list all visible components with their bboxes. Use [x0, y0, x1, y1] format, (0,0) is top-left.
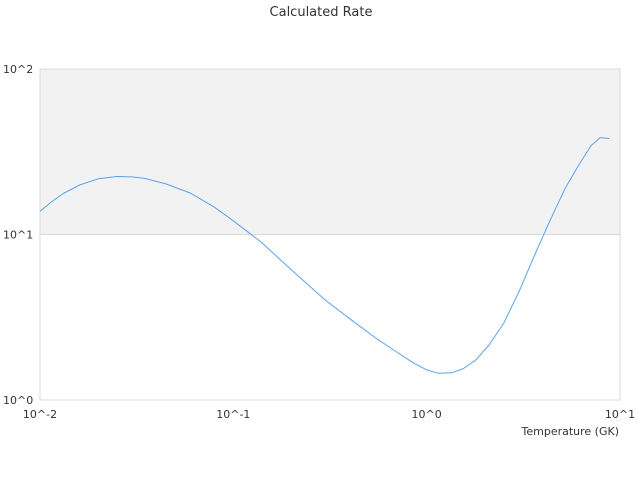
x-axis-title: Temperature (GK) [521, 425, 620, 438]
plot-area: 10^-2 10^-1 10^0 10^1 10^0 10^1 10^2 [3, 63, 635, 421]
x-tick-label: 10^0 [412, 408, 442, 421]
plot-frame [39, 68, 621, 401]
chart-title: Calculated Rate [270, 5, 373, 20]
x-tick-label: 10^-2 [23, 408, 57, 421]
y-tick-label: 10^2 [3, 63, 33, 76]
y-tick-label: 10^1 [3, 229, 33, 242]
y-tick-label: 10^0 [3, 394, 33, 407]
x-tick-label: 10^1 [605, 408, 635, 421]
x-tick-label: 10^-1 [216, 408, 250, 421]
series-line [39, 137, 610, 374]
plot-band-upper [40, 69, 620, 235]
